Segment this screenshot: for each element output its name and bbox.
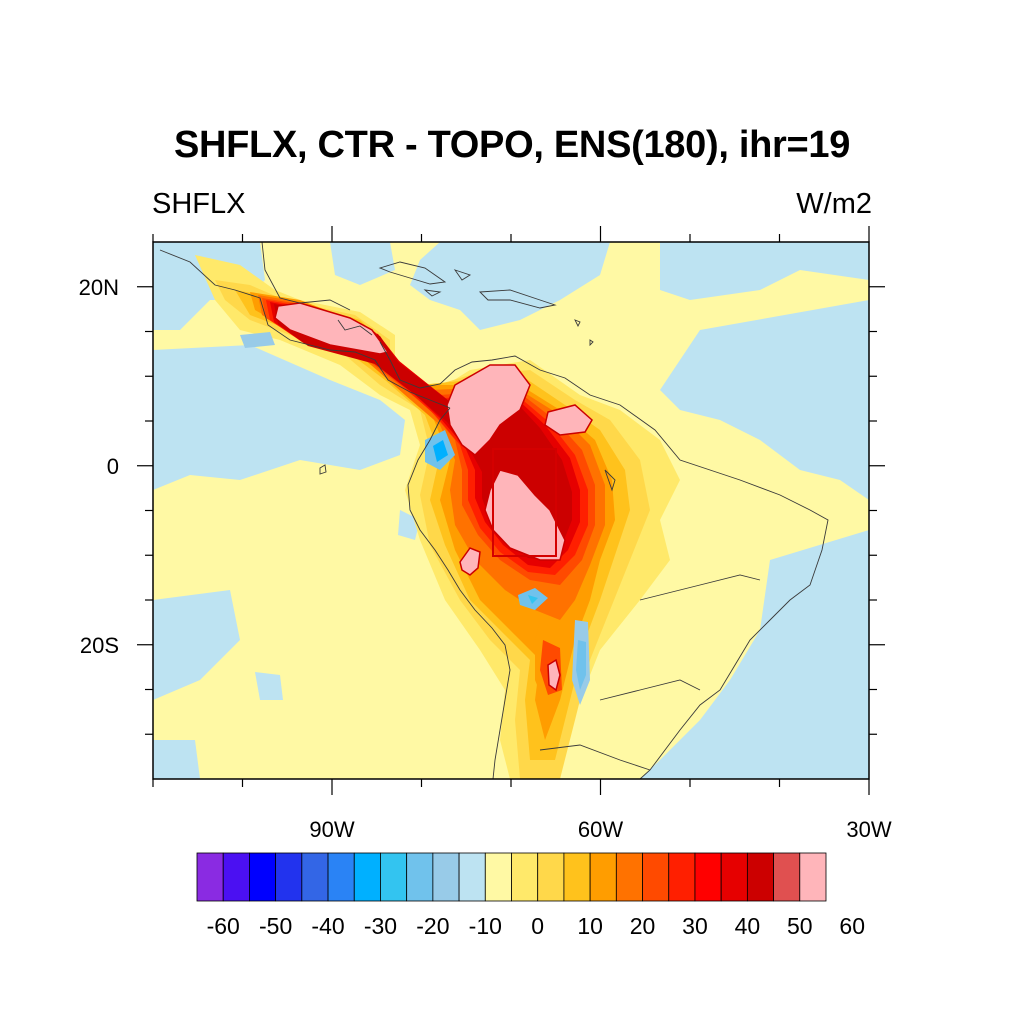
negative-anomaly-regions — [153, 242, 869, 779]
colorbar-label: 20 — [630, 913, 656, 939]
colorbar-swatch — [458, 852, 486, 902]
colorbar — [196, 852, 827, 902]
colorbar-label: 60 — [839, 913, 865, 939]
colorbar-swatch — [589, 852, 617, 902]
x-tick-label: 60W — [578, 817, 623, 842]
colorbar-label: -40 — [311, 913, 344, 939]
colorbar-label: -50 — [259, 913, 292, 939]
variable-label: SHFLX — [152, 188, 246, 220]
colorbar-swatch — [406, 852, 434, 902]
axis-tick-labels: 90W 60W 30W 20N 0 20S — [79, 275, 892, 842]
colorbar-swatch — [615, 852, 643, 902]
coastlines — [159, 242, 829, 779]
colorbar-swatch — [301, 852, 329, 902]
x-tick-label: 30W — [846, 817, 891, 842]
analysis-box — [492, 448, 557, 557]
colorbar-swatch — [249, 852, 277, 902]
map-field — [153, 242, 869, 779]
colorbar-swatch — [668, 852, 696, 902]
colorbar-swatch — [720, 852, 748, 902]
colorbar-swatch — [563, 852, 591, 902]
colorbar-swatch — [327, 852, 355, 902]
colorbar-swatch — [642, 852, 670, 902]
colorbar-label: 10 — [577, 913, 603, 939]
colorbar-swatch — [773, 852, 801, 902]
colorbar-swatch — [746, 852, 774, 902]
colorbar-swatch — [353, 852, 381, 902]
colorbar-swatch — [432, 852, 460, 902]
y-tick-label: 20N — [79, 275, 119, 300]
plot-title: SHFLX, CTR - TOPO, ENS(180), ihr=19 — [173, 124, 851, 166]
colorbar-label: -10 — [469, 913, 502, 939]
colorbar-swatch — [222, 852, 250, 902]
colorbar-label: -30 — [364, 913, 397, 939]
colorbar-label: 40 — [735, 913, 761, 939]
colorbar-label: 50 — [787, 913, 813, 939]
colorbar-swatch — [484, 852, 512, 902]
colorbar-label: 30 — [682, 913, 708, 939]
colorbar-swatch — [694, 852, 722, 902]
units-label: W/m2 — [796, 188, 872, 220]
colorbar-swatch — [799, 852, 827, 902]
colorbar-labels: -60 -50 -40 -30 -20 -10 0 10 20 30 40 50 60 — [207, 913, 865, 939]
colorbar-swatch — [537, 852, 565, 902]
colorbar-swatch — [275, 852, 303, 902]
x-tick-label: 90W — [309, 817, 354, 842]
y-tick-label: 20S — [80, 633, 119, 658]
colorbar-label: -60 — [207, 913, 240, 939]
colorbar-swatch — [196, 852, 224, 902]
colorbar-swatch — [511, 852, 539, 902]
colorbar-label: -20 — [416, 913, 449, 939]
y-tick-label: 0 — [107, 454, 119, 479]
colorbar-swatch — [380, 852, 408, 902]
axis-ticks — [137, 226, 885, 795]
colorbar-label: 0 — [531, 913, 544, 939]
maximum-regions — [274, 302, 593, 692]
